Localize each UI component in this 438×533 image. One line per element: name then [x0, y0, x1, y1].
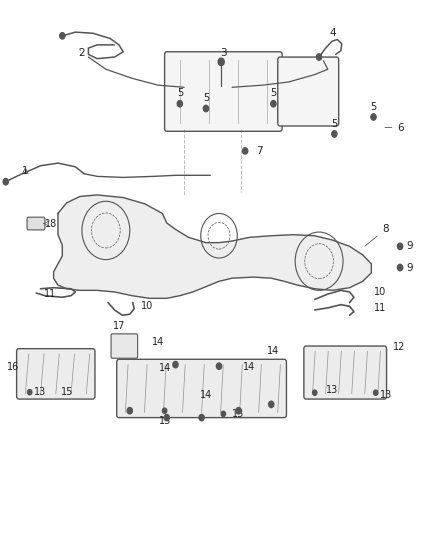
Circle shape [397, 264, 403, 271]
Text: 14: 14 [159, 364, 171, 373]
Circle shape [3, 179, 8, 185]
Text: 15: 15 [60, 387, 73, 397]
Text: 5: 5 [371, 102, 377, 112]
Circle shape [164, 415, 170, 421]
Circle shape [203, 106, 208, 112]
Text: 14: 14 [200, 390, 212, 400]
FancyBboxPatch shape [111, 334, 138, 358]
Text: 2: 2 [78, 48, 85, 58]
Text: 13: 13 [380, 390, 392, 400]
Text: 13: 13 [232, 409, 244, 419]
Text: 5: 5 [177, 88, 183, 99]
Text: 5: 5 [270, 88, 276, 99]
Text: 1: 1 [22, 166, 28, 176]
Circle shape [60, 33, 65, 39]
Text: 10: 10 [374, 287, 386, 297]
FancyBboxPatch shape [304, 346, 387, 399]
Text: 9: 9 [406, 241, 413, 252]
Text: 10: 10 [141, 301, 153, 311]
Text: 14: 14 [152, 337, 164, 347]
Text: 4: 4 [330, 28, 336, 38]
Text: 11: 11 [44, 289, 57, 299]
Text: 14: 14 [267, 346, 279, 357]
Circle shape [216, 363, 222, 369]
Circle shape [374, 390, 378, 395]
Circle shape [218, 58, 224, 66]
Circle shape [332, 131, 337, 137]
Circle shape [177, 101, 183, 107]
Circle shape [199, 415, 204, 421]
Text: 12: 12 [393, 342, 406, 352]
Circle shape [268, 401, 274, 408]
Text: 13: 13 [159, 416, 171, 426]
Text: 18: 18 [45, 219, 57, 229]
FancyBboxPatch shape [27, 217, 45, 230]
Circle shape [271, 101, 276, 107]
Text: 16: 16 [7, 362, 19, 372]
Text: 11: 11 [374, 303, 386, 313]
Circle shape [236, 408, 241, 414]
Circle shape [317, 54, 322, 60]
Text: 13: 13 [325, 384, 338, 394]
Text: 17: 17 [113, 321, 125, 331]
Circle shape [173, 361, 178, 368]
FancyBboxPatch shape [165, 52, 282, 131]
Circle shape [127, 408, 132, 414]
FancyBboxPatch shape [117, 359, 286, 418]
Circle shape [371, 114, 376, 120]
Circle shape [221, 411, 226, 417]
Circle shape [313, 390, 317, 395]
Circle shape [243, 148, 248, 154]
Text: 3: 3 [220, 48, 226, 58]
Text: 9: 9 [406, 263, 413, 272]
FancyBboxPatch shape [17, 349, 95, 399]
Text: 5: 5 [331, 119, 337, 128]
Circle shape [397, 243, 403, 249]
Polygon shape [53, 195, 371, 298]
Text: 13: 13 [34, 387, 46, 397]
Text: 7: 7 [256, 146, 263, 156]
Circle shape [162, 408, 167, 414]
FancyBboxPatch shape [278, 57, 339, 126]
Circle shape [28, 390, 32, 395]
Text: 5: 5 [203, 93, 209, 103]
Text: 6: 6 [385, 123, 404, 133]
Text: 14: 14 [244, 362, 256, 372]
Text: 8: 8 [365, 224, 389, 246]
